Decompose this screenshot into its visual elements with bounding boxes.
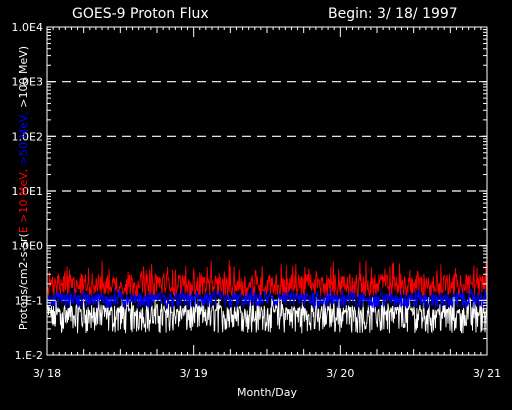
y-tick-label: 1.0E4 (12, 21, 43, 34)
series-line (46, 296, 488, 334)
y-tick-label: 1.E-2 (15, 349, 43, 362)
y-tick-label: 1.0E2 (12, 130, 43, 143)
series-lines (46, 260, 488, 334)
x-tick-labels: 3/ 18 3/ 19 3/ 20 3/ 21 (33, 367, 501, 380)
grid-lines (47, 81, 487, 301)
axis-ticks (46, 26, 488, 356)
series-line (46, 286, 488, 310)
y-tick-label: 1.E-1 (15, 294, 43, 307)
y-axis-label-segment: Protons/cm2-s-sr( (17, 233, 30, 330)
y-axis-label-segment: E >10 MeV, (17, 165, 30, 233)
x-tick-label: 3/ 18 (33, 367, 61, 380)
y-axis-label: Protons/cm2-s-sr(E >10 MeV, >50 MeV, >10… (17, 46, 30, 330)
series-line (46, 260, 488, 298)
y-tick-label: 1.0E1 (12, 185, 43, 198)
x-tick-label: 3/ 21 (473, 367, 501, 380)
x-axis-label: Month/Day (237, 386, 297, 399)
y-tick-labels: 1.E-2 1.E-1 1.0E0 1.0E1 1.0E2 1.0E3 1.0E4 (12, 21, 43, 362)
y-axis-label-segment: >100 MeV) (17, 46, 30, 108)
begin-date-label: Begin: 3/ 18/ 1997 (328, 6, 458, 22)
y-tick-label: 1.0E0 (12, 240, 43, 253)
x-tick-label: 3/ 20 (326, 367, 354, 380)
x-tick-label: 3/ 19 (180, 367, 208, 380)
y-tick-label: 1.0E3 (12, 76, 43, 89)
chart-title: GOES-9 Proton Flux (72, 6, 209, 22)
y-axis-label-segment: >50 MeV, (17, 108, 30, 166)
